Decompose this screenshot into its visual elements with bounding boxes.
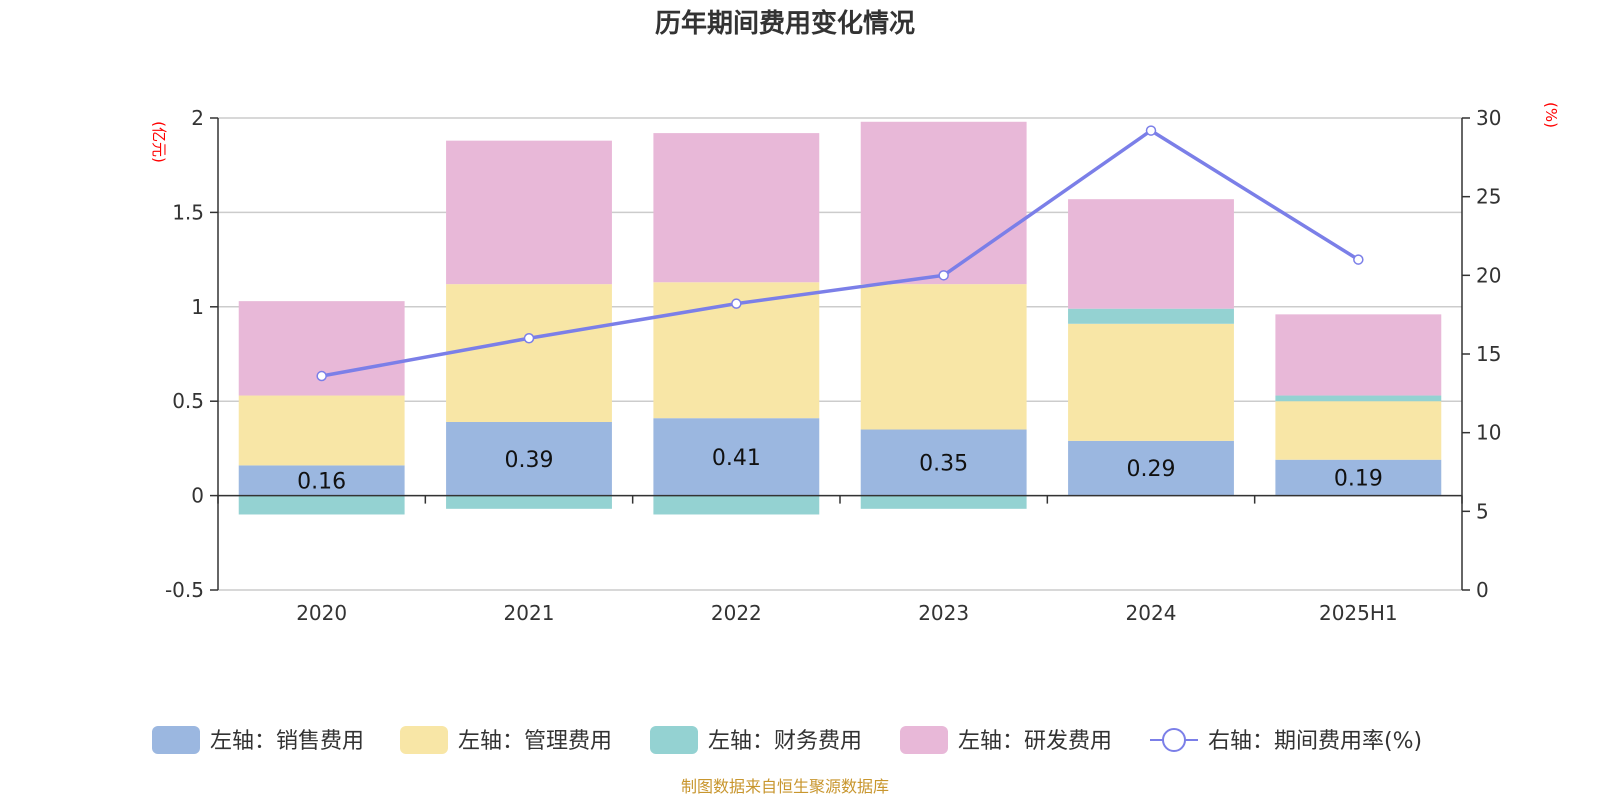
left-tick-label: 0 bbox=[191, 484, 204, 508]
rate-line bbox=[321, 128, 1360, 378]
legend-label: 左轴：销售费用 bbox=[210, 729, 364, 754]
right-tick-label: 15 bbox=[1476, 342, 1501, 366]
legend-swatch bbox=[152, 726, 200, 754]
legend-swatch bbox=[900, 726, 948, 754]
bar-segment bbox=[860, 284, 1027, 430]
bar-segment bbox=[860, 429, 1027, 496]
x-tick-label: 2024 bbox=[1126, 601, 1177, 625]
rate-point bbox=[316, 370, 327, 382]
left-tick-label: 0.5 bbox=[172, 389, 204, 413]
legend: 左轴：销售费用 左轴：管理费用 左轴：财务费用 左轴：研发费用 右轴：期间费用率(%) bbox=[152, 726, 1422, 754]
legend-label: 左轴：研发费用 bbox=[958, 729, 1112, 754]
rate-point bbox=[1145, 125, 1157, 136]
bar-segment bbox=[1068, 199, 1234, 309]
legend-swatch bbox=[400, 726, 448, 754]
x-tick-label: 2021 bbox=[504, 601, 555, 625]
x-tick-label: 2025H1 bbox=[1319, 601, 1398, 625]
right-axis-unit: (%) bbox=[1542, 102, 1560, 128]
bar-data-label: 0.39 bbox=[505, 448, 554, 473]
bar-segment bbox=[860, 121, 1027, 285]
bar-segment bbox=[1275, 314, 1442, 396]
x-tick-label: 2020 bbox=[296, 601, 347, 625]
left-axis-unit: (亿元) bbox=[150, 121, 168, 163]
bar-data-label: 0.19 bbox=[1334, 467, 1383, 492]
bar-segment bbox=[446, 495, 612, 509]
legend-label: 左轴：管理费用 bbox=[458, 729, 612, 754]
bar-segment bbox=[446, 284, 612, 422]
bar-segment bbox=[238, 495, 405, 515]
source-note: 制图数据来自恒生聚源数据库 bbox=[681, 777, 889, 796]
rate-point bbox=[731, 298, 742, 309]
bar-segment bbox=[1275, 395, 1442, 402]
data-labels: 0.16 0.39 0.41 0.35 0.29 0.19 bbox=[297, 446, 1383, 495]
right-tick-label: 10 bbox=[1476, 421, 1501, 445]
left-tick-label: 1 bbox=[191, 295, 204, 319]
right-tick-label: 0 bbox=[1476, 578, 1489, 602]
bar-data-label: 0.29 bbox=[1127, 457, 1176, 482]
bar-data-label: 0.41 bbox=[712, 446, 761, 471]
line-series bbox=[316, 125, 1364, 382]
right-tick-label: 20 bbox=[1476, 263, 1501, 287]
bar-segment bbox=[238, 395, 405, 466]
rate-point bbox=[1353, 254, 1364, 265]
bar-segment bbox=[1275, 459, 1442, 496]
left-tick-label: 1.5 bbox=[172, 200, 204, 224]
bar-segment bbox=[1068, 440, 1234, 496]
legend-marker bbox=[1162, 728, 1186, 752]
bar-segment bbox=[1068, 323, 1234, 441]
chart-title: 历年期间费用变化情况 bbox=[655, 8, 915, 39]
x-tick-label: 2023 bbox=[918, 601, 969, 625]
bar-segment bbox=[1068, 308, 1234, 324]
legend-label: 左轴：财务费用 bbox=[708, 729, 862, 754]
bar-segment bbox=[1275, 401, 1442, 460]
right-tick-label: 30 bbox=[1476, 106, 1501, 130]
rate-point bbox=[523, 333, 535, 344]
bar-segment bbox=[238, 301, 405, 396]
bar-segment bbox=[238, 465, 405, 496]
legend-label: 右轴：期间费用率(%) bbox=[1208, 729, 1422, 754]
bar-data-label: 0.16 bbox=[297, 469, 346, 494]
left-tick-label: 2 bbox=[191, 106, 204, 130]
left-tick-label: -0.5 bbox=[165, 578, 204, 602]
bar-segment bbox=[446, 421, 612, 496]
bar-segment bbox=[653, 133, 820, 283]
legend-swatch bbox=[650, 726, 698, 754]
rate-point bbox=[938, 270, 949, 281]
right-tick-label: 25 bbox=[1476, 185, 1501, 209]
bar-segment bbox=[653, 418, 820, 496]
right-tick-label: 5 bbox=[1476, 499, 1489, 523]
bar-series bbox=[238, 121, 1442, 515]
x-tick-label: 2022 bbox=[711, 601, 762, 625]
bar-segment bbox=[860, 495, 1027, 509]
bar-segment bbox=[446, 140, 612, 285]
bar-data-label: 0.35 bbox=[919, 452, 968, 477]
bar-segment bbox=[653, 495, 820, 515]
